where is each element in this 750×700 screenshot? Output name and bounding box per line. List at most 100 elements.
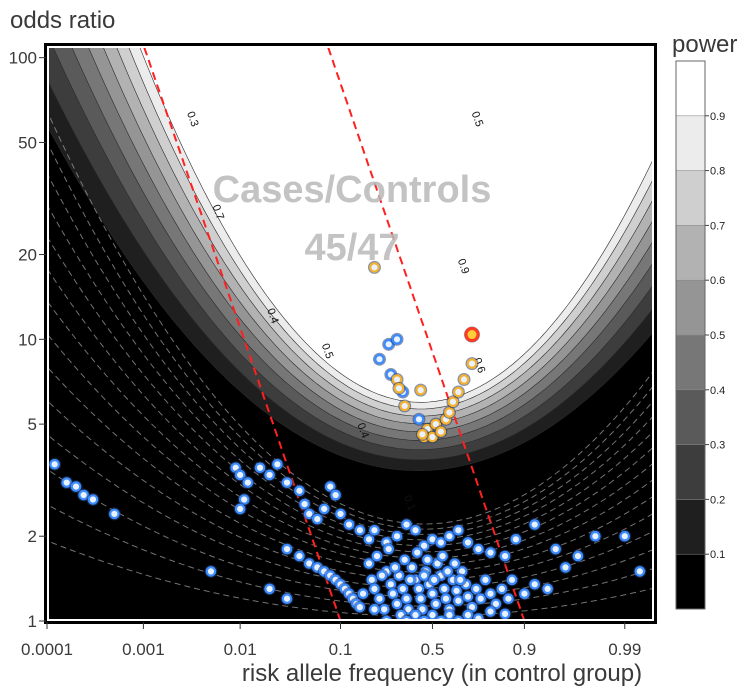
plot-frame-inner xyxy=(47,46,654,621)
data-point xyxy=(312,513,323,525)
contour-label: 0.4 xyxy=(264,307,281,325)
data-point xyxy=(264,583,275,595)
isoline xyxy=(47,140,654,530)
data-point xyxy=(354,524,366,536)
data-point xyxy=(78,489,89,501)
data-point xyxy=(391,530,403,542)
annotation-cases-controls: Cases/Controls xyxy=(213,169,492,211)
colorbar-segment xyxy=(675,334,706,391)
data-point xyxy=(447,396,459,408)
data-point xyxy=(444,530,455,542)
data-point xyxy=(399,400,411,412)
isoline xyxy=(47,540,654,617)
contour-band xyxy=(138,46,654,403)
data-point xyxy=(391,598,403,610)
data-point xyxy=(475,593,487,604)
data-point xyxy=(330,489,341,501)
data-point xyxy=(590,530,601,542)
data-point xyxy=(503,593,514,604)
data-point xyxy=(369,604,380,615)
x-tick-label: 0.9 xyxy=(513,640,537,659)
data-point xyxy=(264,469,275,481)
data-point xyxy=(378,604,390,615)
data-point xyxy=(427,588,438,600)
colorbar-tick-label: 0.7 xyxy=(710,220,725,232)
data-point xyxy=(435,537,447,548)
data-points xyxy=(48,260,647,621)
data-point xyxy=(343,519,355,530)
data-point xyxy=(399,554,411,566)
data-point xyxy=(417,429,428,440)
data-point xyxy=(234,469,246,481)
data-point xyxy=(404,574,416,586)
data-point xyxy=(281,477,293,488)
data-point xyxy=(458,374,470,385)
data-point xyxy=(299,498,310,510)
isoline xyxy=(47,109,654,525)
data-point xyxy=(397,583,409,595)
data-point xyxy=(454,574,466,586)
x-tick-label: 0.1 xyxy=(329,640,353,659)
y-tick-label: 5 xyxy=(28,415,37,434)
data-point xyxy=(485,606,496,617)
data-point xyxy=(451,585,462,597)
data-point xyxy=(281,593,293,604)
data-point xyxy=(272,459,283,470)
colorbar-title: power xyxy=(672,31,737,58)
data-point xyxy=(363,534,375,545)
reference-line xyxy=(142,46,342,621)
data-point xyxy=(619,530,631,542)
colorbar-tick-label: 0.6 xyxy=(710,275,725,287)
data-point xyxy=(473,543,484,555)
data-point xyxy=(371,550,383,562)
data-point xyxy=(499,608,511,620)
y-tick-label: 50 xyxy=(18,133,37,152)
isoline xyxy=(47,300,654,559)
data-point xyxy=(87,494,99,505)
x-tick-label: 0.99 xyxy=(608,640,641,659)
data-point xyxy=(238,494,250,505)
data-point xyxy=(413,414,425,425)
data-point xyxy=(391,334,403,345)
data-point xyxy=(529,519,540,530)
data-point xyxy=(453,595,464,607)
contour-label: 0.5 xyxy=(319,342,336,360)
colorbar-segment xyxy=(675,170,706,226)
contour-label: 0.1 xyxy=(401,494,418,512)
data-point xyxy=(466,358,478,369)
data-point xyxy=(393,383,405,394)
data-point xyxy=(369,524,380,536)
colorbar-segment xyxy=(675,389,706,445)
data-point xyxy=(415,593,426,604)
data-point xyxy=(519,588,530,600)
data-point xyxy=(61,477,72,488)
data-point xyxy=(444,407,455,418)
data-point xyxy=(506,574,518,586)
data-point xyxy=(411,547,423,558)
x-axis-title: risk allele frequency (in control group) xyxy=(242,660,642,687)
data-point xyxy=(389,562,401,573)
data-point xyxy=(294,550,305,562)
data-point xyxy=(510,534,522,545)
data-point xyxy=(560,562,571,573)
data-point xyxy=(529,578,540,590)
data-point xyxy=(318,503,330,515)
data-point xyxy=(634,566,646,577)
data-point xyxy=(410,524,421,536)
colorbar-tick-label: 0.3 xyxy=(710,440,725,452)
data-point xyxy=(438,583,450,595)
data-point xyxy=(357,588,369,600)
data-point xyxy=(406,562,418,573)
colorbar: 0.1 0.2 0.3 0.4 0.5 0.6 0.7 0.8 0.9 xyxy=(675,60,725,610)
colorbar-tick-label: 0.4 xyxy=(710,385,725,397)
data-point xyxy=(49,459,60,470)
isoline xyxy=(47,332,654,566)
isoline xyxy=(47,399,654,581)
data-point xyxy=(453,386,464,398)
data-point xyxy=(401,519,412,530)
data-point xyxy=(496,583,508,595)
data-point xyxy=(376,570,388,581)
x-tick-label: 0.5 xyxy=(421,640,445,659)
data-point xyxy=(542,583,553,595)
data-point xyxy=(418,540,430,552)
